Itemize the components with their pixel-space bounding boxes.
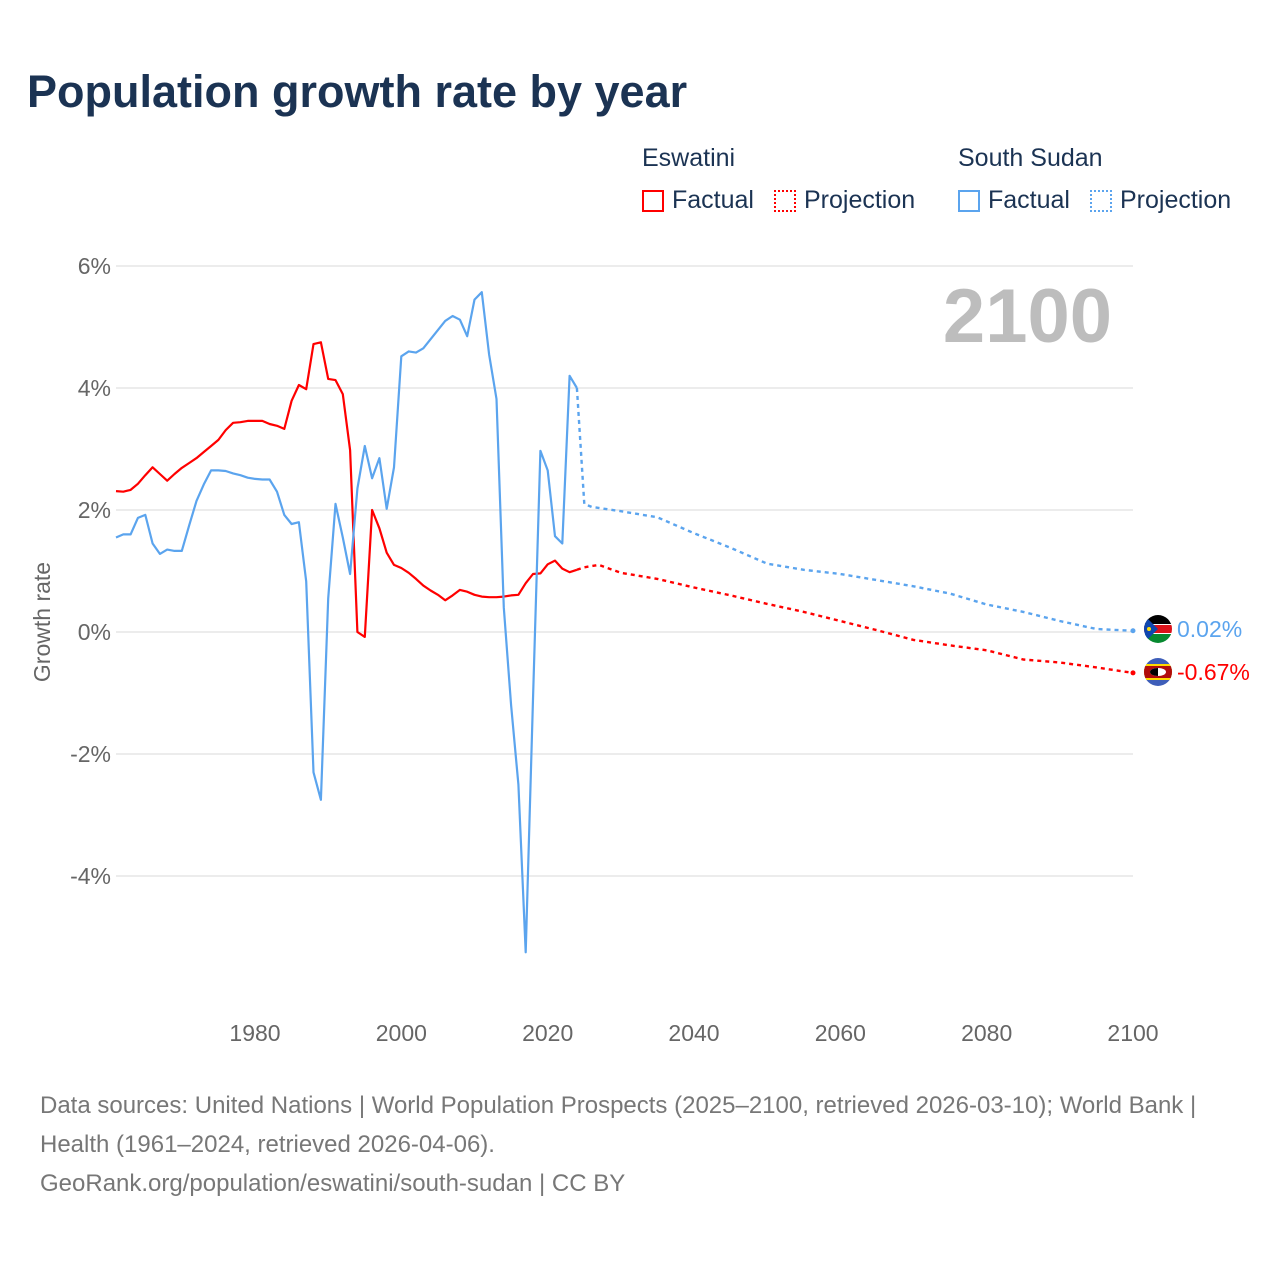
x-tick-label: 1980 — [229, 1020, 280, 1046]
legend-swatch — [642, 189, 664, 212]
legend-label: Projection — [803, 186, 916, 214]
data-sources: Data sources: United Nations | World Pop… — [40, 1092, 1197, 1158]
south-sudan-flag-icon — [1144, 615, 1172, 643]
eswatini-end-point — [1130, 670, 1136, 676]
legend-south-sudan-factual[interactable]: Factual — [958, 186, 1070, 215]
x-tick-label: 2040 — [668, 1020, 719, 1046]
legend-label: Factual — [988, 186, 1070, 214]
legend-swatch — [1089, 189, 1112, 212]
x-tick-label: 2080 — [961, 1020, 1012, 1046]
legend-label: Projection — [1119, 186, 1232, 214]
south-sudan-factual-line — [115, 291, 578, 954]
line-chart: 6% 4% 2% 0% -2% -4% 1980 2000 2020 2040 2060 2080 2… — [29, 253, 1250, 1046]
x-tick-label: 2100 — [1107, 1020, 1158, 1046]
legend-country-label: Eswatini — [642, 144, 736, 172]
legend-swatch — [773, 189, 796, 212]
y-tick-label: -4% — [70, 863, 111, 889]
y-axis-label: Growth rate — [29, 562, 55, 682]
x-tick-label: 2000 — [376, 1020, 427, 1046]
eswatini-end-label: -0.67% — [1177, 659, 1250, 685]
y-tick-label: 0% — [78, 619, 111, 645]
legend-eswatini: Eswatini Factual Projection — [642, 144, 935, 215]
south-sudan-projection-line — [575, 387, 1134, 632]
south-sudan-end-point — [1130, 628, 1136, 634]
x-tick-label: 2060 — [815, 1020, 866, 1046]
y-tick-label: 4% — [78, 375, 111, 401]
legend-eswatini-factual[interactable]: Factual — [642, 186, 754, 215]
y-tick-label: 6% — [78, 253, 111, 279]
year-display: 2100 — [943, 274, 1112, 359]
eswatini-factual-line — [115, 341, 578, 639]
x-tick-label: 2020 — [522, 1020, 573, 1046]
series-lines — [115, 291, 1136, 954]
footer: Data sources: United Nations | World Pop… — [40, 1086, 1240, 1203]
legend-south-sudan-projection[interactable]: Projection — [1089, 186, 1232, 215]
y-axis-ticks: 6% 4% 2% 0% -2% -4% — [70, 253, 111, 889]
legend-swatch — [958, 189, 980, 212]
legend-label: Factual — [672, 186, 754, 214]
legend-country-label: South Sudan — [958, 144, 1103, 172]
eswatini-projection-line — [576, 563, 1134, 675]
south-sudan-end-label: 0.02% — [1177, 616, 1242, 642]
legend-south-sudan: South Sudan Factual Projection — [958, 144, 1251, 215]
legend-eswatini-projection[interactable]: Projection — [773, 186, 916, 215]
attribution-link[interactable]: GeoRank.org/population/eswatini/south-su… — [40, 1170, 626, 1197]
eswatini-flag-icon — [1144, 658, 1172, 686]
x-axis-ticks: 1980 2000 2020 2040 2060 2080 2100 — [229, 1020, 1158, 1046]
y-tick-label: -2% — [70, 741, 111, 767]
chart-title: Population growth rate by year — [27, 66, 688, 117]
y-tick-label: 2% — [78, 497, 111, 523]
gridlines — [116, 265, 1133, 877]
